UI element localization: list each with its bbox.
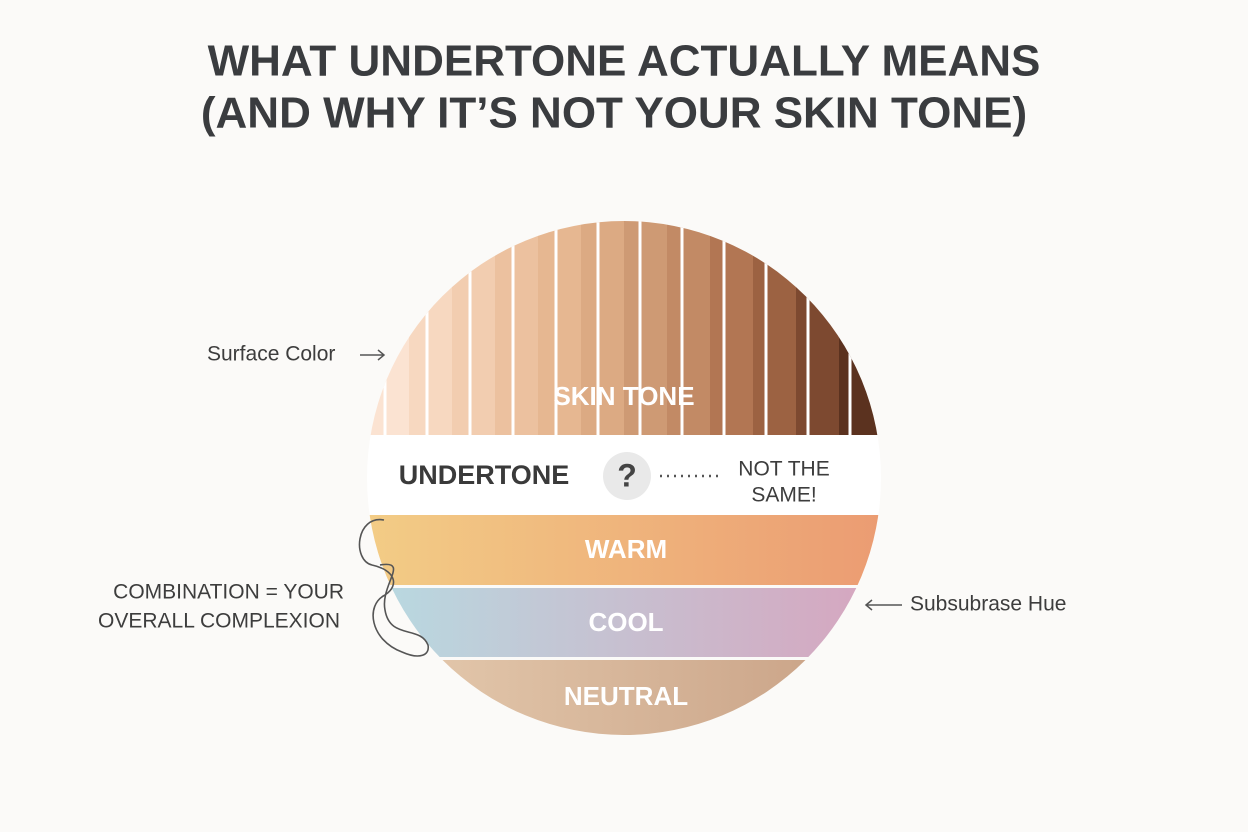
skin-tone-label: SKIN TONE bbox=[553, 381, 694, 411]
warm-band bbox=[367, 515, 881, 585]
surface-color-label: Surface Color bbox=[207, 343, 335, 366]
title-line: WHAT UNDERTONE ACTUALLY MEANS bbox=[208, 37, 1041, 86]
bracket-curl bbox=[358, 519, 429, 657]
neutral-label: NEUTRAL bbox=[564, 681, 688, 711]
not-same-line: SAME! bbox=[751, 484, 816, 507]
question-badge bbox=[603, 452, 651, 500]
warm-label: WARM bbox=[585, 534, 667, 564]
undertone-label: UNDERTONE bbox=[399, 460, 570, 490]
title-line: (AND WHY IT’S NOT YOUR SKIN TONE) bbox=[201, 89, 1027, 138]
question-mark: ? bbox=[617, 457, 637, 493]
cool-band bbox=[367, 588, 881, 657]
combination-line: COMBINATION = YOUR bbox=[113, 581, 344, 604]
subsubrase-hue-label: Subsubrase Hue bbox=[910, 593, 1066, 616]
not-same-line: NOT THE bbox=[738, 458, 829, 481]
arrow bbox=[360, 349, 902, 611]
combination-line: OVERALL COMPLEXION bbox=[98, 610, 340, 633]
cool-label: COOL bbox=[588, 607, 663, 637]
